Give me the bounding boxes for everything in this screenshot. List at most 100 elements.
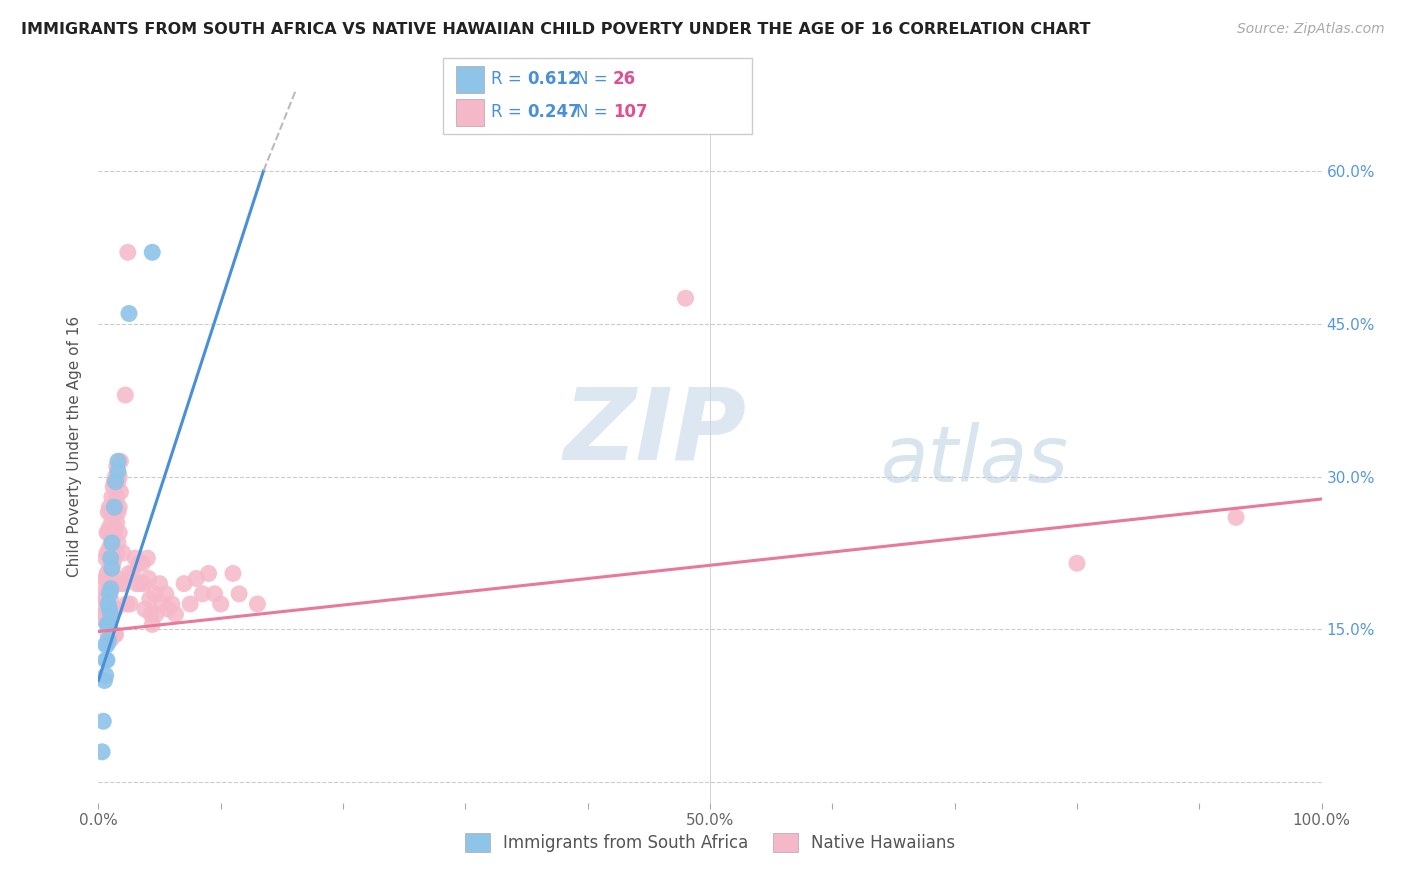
Point (100, 607, 122, 622)
Text: IMMIGRANTS FROM SOUTH AFRICA VS NATIVE HAWAIIAN CHILD POVERTY UNDER THE AGE OF 1: IMMIGRANTS FROM SOUTH AFRICA VS NATIVE H… (21, 22, 1091, 37)
Point (96, 587, 118, 601)
Text: 107: 107 (613, 103, 648, 120)
Point (129, 576, 152, 591)
Point (101, 536, 124, 550)
Point (97, 627, 120, 641)
Point (98, 617, 121, 632)
Point (97, 607, 120, 622)
Point (160, 597, 183, 611)
Point (101, 627, 124, 641)
Point (107, 536, 129, 550)
Text: ZIP: ZIP (564, 384, 747, 480)
Point (105, 490, 128, 504)
Point (118, 306, 141, 320)
Point (103, 551, 125, 566)
Point (103, 475, 125, 489)
Point (97, 632, 120, 647)
Point (179, 597, 201, 611)
Point (98, 541, 121, 555)
Point (125, 576, 148, 591)
Text: 0.247: 0.247 (527, 103, 581, 120)
Point (103, 500, 125, 515)
Point (100, 591, 122, 606)
Point (114, 388, 136, 402)
Point (228, 587, 250, 601)
Point (100, 632, 122, 647)
Point (101, 561, 124, 575)
Point (91, 745, 114, 759)
Point (108, 500, 131, 515)
Point (209, 597, 232, 611)
Point (100, 582, 122, 596)
Legend: Immigrants from South Africa, Native Hawaiians: Immigrants from South Africa, Native Haw… (458, 827, 962, 859)
Point (101, 480, 124, 494)
Point (105, 576, 128, 591)
Point (1225, 510, 1247, 524)
Point (246, 597, 269, 611)
Point (101, 561, 124, 575)
Point (94, 653, 117, 667)
Point (98, 520, 121, 534)
Point (118, 566, 141, 581)
Point (120, 597, 142, 611)
Point (107, 454, 129, 468)
Point (93, 591, 115, 606)
Point (97, 587, 120, 601)
Point (91, 612, 114, 626)
Point (98, 602, 121, 616)
Point (101, 516, 124, 530)
Text: Source: ZipAtlas.com: Source: ZipAtlas.com (1237, 22, 1385, 37)
Point (94, 638, 117, 652)
Point (101, 627, 124, 641)
Point (107, 465, 129, 479)
Point (100, 546, 122, 560)
Point (100, 525, 122, 540)
Point (94, 587, 117, 601)
Point (222, 566, 245, 581)
Point (141, 245, 163, 260)
Text: R =: R = (491, 103, 527, 120)
Text: atlas: atlas (882, 422, 1069, 499)
Text: R =: R = (491, 70, 527, 87)
Text: 26: 26 (613, 70, 636, 87)
Y-axis label: Child Poverty Under the Age of 16: Child Poverty Under the Age of 16 (67, 316, 83, 576)
Point (103, 602, 125, 616)
Point (121, 566, 143, 581)
Point (97, 597, 120, 611)
Point (115, 597, 138, 611)
Point (111, 576, 134, 591)
Point (104, 520, 127, 534)
Point (105, 459, 128, 474)
Point (96, 653, 118, 667)
Point (157, 602, 180, 616)
Point (101, 490, 124, 504)
Point (108, 525, 131, 540)
Point (91, 714, 114, 729)
Point (110, 454, 132, 468)
Point (97, 546, 120, 560)
Point (96, 617, 118, 632)
Point (96, 525, 118, 540)
Point (107, 475, 129, 489)
Point (138, 572, 160, 586)
Point (165, 607, 187, 622)
Point (93, 576, 115, 591)
Point (94, 551, 117, 566)
Point (97, 525, 120, 540)
Point (173, 576, 195, 591)
Point (186, 572, 208, 586)
Text: 0.612: 0.612 (527, 70, 579, 87)
Point (104, 546, 127, 560)
Point (675, 291, 697, 305)
Point (103, 576, 125, 591)
Text: N =: N = (576, 70, 613, 87)
Point (105, 516, 128, 530)
Point (103, 525, 125, 540)
Point (101, 531, 124, 545)
Point (108, 469, 131, 483)
Point (101, 576, 124, 591)
Point (97, 505, 120, 519)
Point (104, 576, 127, 591)
Point (139, 591, 162, 606)
Point (104, 602, 127, 616)
